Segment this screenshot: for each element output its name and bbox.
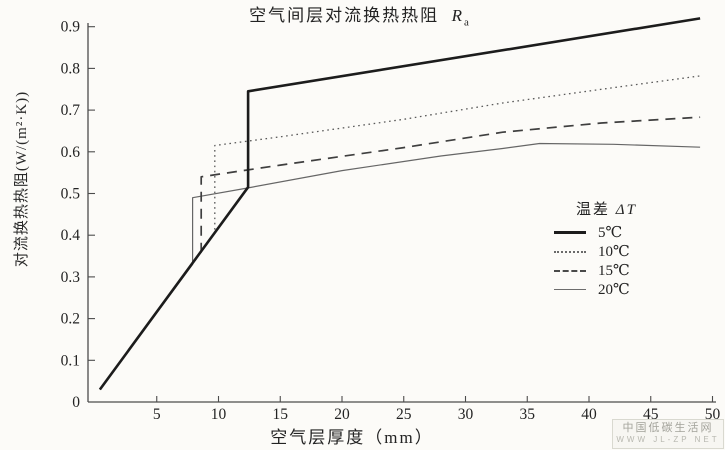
x-tick-label: 30 <box>458 406 474 423</box>
legend-header-symbol: ΔT <box>615 202 637 218</box>
x-tick-label: 35 <box>520 406 536 423</box>
legend-item-10c: 10℃ <box>548 242 698 261</box>
chart-title-symbol: R <box>451 6 464 25</box>
x-tick-label: 15 <box>273 406 289 423</box>
y-tick-label: 0.5 <box>61 186 81 203</box>
x-tick-label: 20 <box>334 406 350 423</box>
chart-title-text: 空气间层对流换热热阻 <box>249 6 440 25</box>
y-tick-label: 0.6 <box>61 144 81 161</box>
y-tick-label: 0.7 <box>61 102 81 119</box>
legend-line-solid-thick <box>554 231 586 234</box>
watermark-line2: WWW JL-ZP NET <box>616 435 720 444</box>
legend-label: 15℃ <box>598 263 630 279</box>
legend: 温差 ΔT 5℃ 10℃ 15℃ 20℃ <box>548 198 698 299</box>
legend-label: 20℃ <box>598 282 630 298</box>
series-line-10c <box>99 75 701 390</box>
x-tick-label: 40 <box>581 406 597 423</box>
y-tick-label: 0.9 <box>61 19 81 36</box>
legend-header-prefix: 温差 <box>576 202 611 218</box>
x-tick-label: 45 <box>643 406 659 423</box>
legend-item-20c: 20℃ <box>548 280 698 299</box>
x-tick-label: 50 <box>705 406 721 423</box>
series-line-5c <box>98 17 701 391</box>
y-axis-label: 对流换热热阻(W/(m²·K)) <box>14 90 30 268</box>
legend-line-dotted <box>554 250 586 253</box>
x-tick-label: 10 <box>211 406 227 423</box>
legend-label: 10℃ <box>598 244 630 260</box>
chart-title: 空气间层对流换热热阻 Ra <box>180 1 540 28</box>
y-tick-label: 0 <box>72 394 80 411</box>
y-tick-label: 0.8 <box>61 60 81 77</box>
x-tick-label: 5 <box>153 406 161 423</box>
chart-title-subscript: a <box>464 16 471 29</box>
legend-header: 温差 ΔT <box>576 198 698 219</box>
legend-line-dashed <box>554 269 586 272</box>
watermark: 中国低碳生活网 WWW JL-ZP NET <box>612 419 724 449</box>
y-tick-label: 0.4 <box>61 227 81 244</box>
y-tick-label: 0.2 <box>61 311 80 328</box>
legend-line-solid-thin <box>554 289 586 290</box>
series-line-15c <box>99 116 701 391</box>
y-tick-label: 0.1 <box>61 352 80 369</box>
x-tick-label: 25 <box>396 406 412 423</box>
watermark-line1: 中国低碳生活网 <box>622 422 714 434</box>
legend-label: 5℃ <box>598 225 623 241</box>
y-tick-label: 0.3 <box>61 269 81 286</box>
x-axis-label: 空气层厚度（mm） <box>270 428 434 447</box>
legend-item-15c: 15℃ <box>548 261 698 280</box>
legend-item-5c: 5℃ <box>548 223 698 242</box>
series-line-20c <box>99 142 701 390</box>
